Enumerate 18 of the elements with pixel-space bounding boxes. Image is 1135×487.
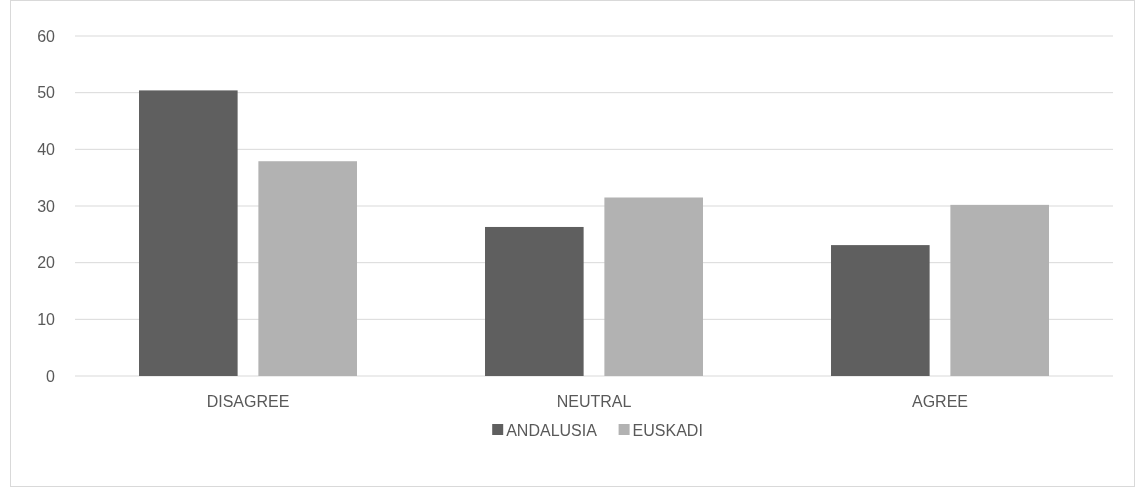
bar [485, 226, 584, 376]
y-tick-label: 10 [37, 310, 56, 328]
bar [950, 204, 1049, 376]
y-tick-label: 0 [46, 367, 56, 385]
y-tick-label: 30 [37, 197, 56, 215]
legend-label: EUSKADI [632, 421, 703, 439]
x-tick-label: NEUTRAL [556, 393, 632, 410]
y-tick-label: 40 [37, 140, 56, 158]
bar [258, 161, 357, 376]
y-tick-label: 20 [37, 254, 56, 272]
x-tick-label: AGREE [911, 393, 969, 410]
bar [139, 90, 238, 376]
y-tick-label: 50 [37, 84, 56, 102]
x-tick-label: DISAGREE [206, 393, 290, 410]
legend-label: ANDALUSIA [506, 421, 598, 439]
bar [831, 245, 930, 376]
y-tick-label: 60 [37, 27, 56, 45]
bar [604, 197, 703, 376]
